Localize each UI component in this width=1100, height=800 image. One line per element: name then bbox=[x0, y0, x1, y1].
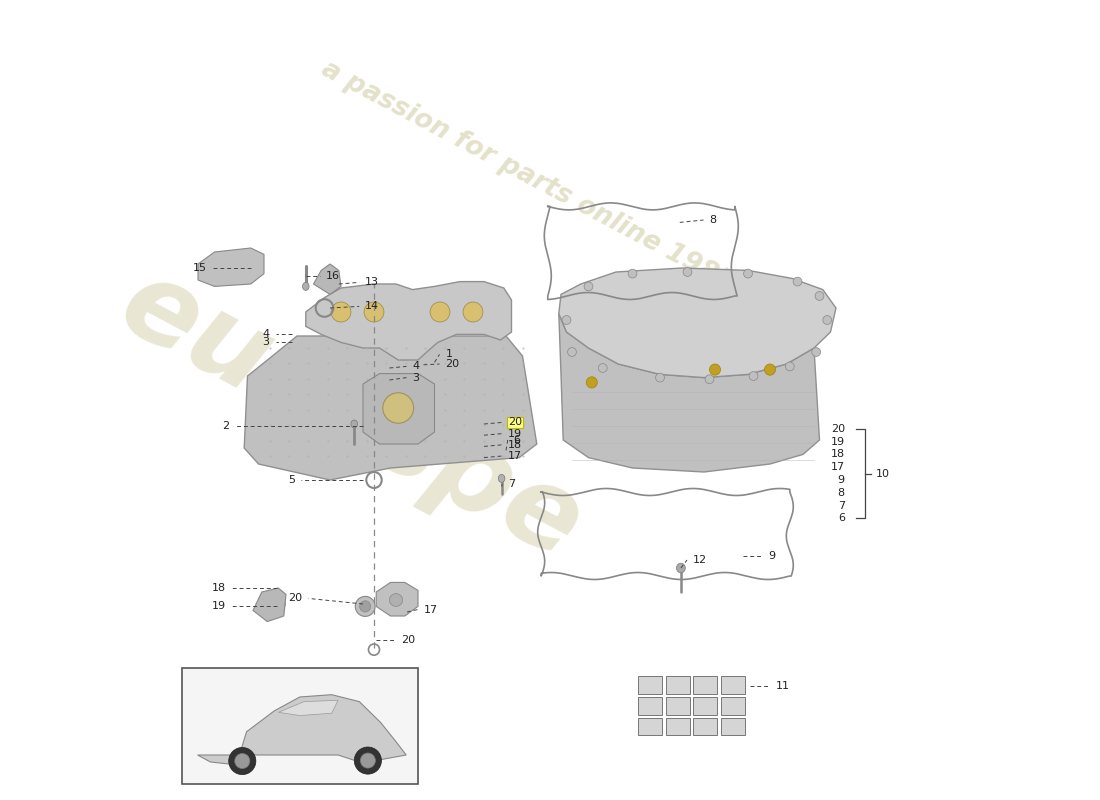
Ellipse shape bbox=[355, 596, 375, 616]
Ellipse shape bbox=[463, 302, 483, 322]
Text: 9: 9 bbox=[838, 475, 845, 485]
Text: 5: 5 bbox=[288, 475, 295, 485]
Text: 17: 17 bbox=[424, 605, 438, 614]
Text: eurospe: eurospe bbox=[103, 250, 601, 582]
Text: 9: 9 bbox=[768, 551, 774, 561]
Polygon shape bbox=[244, 336, 537, 480]
Text: 12: 12 bbox=[693, 555, 707, 565]
Polygon shape bbox=[363, 374, 434, 444]
Ellipse shape bbox=[744, 269, 752, 278]
Ellipse shape bbox=[815, 291, 824, 300]
Bar bbox=[182, 668, 418, 784]
Ellipse shape bbox=[234, 754, 250, 769]
Ellipse shape bbox=[586, 377, 597, 388]
Ellipse shape bbox=[598, 363, 607, 372]
Text: 4: 4 bbox=[263, 330, 270, 339]
Text: 19: 19 bbox=[830, 437, 845, 446]
Ellipse shape bbox=[302, 282, 309, 290]
Text: 19: 19 bbox=[508, 429, 522, 438]
Text: 8: 8 bbox=[710, 215, 716, 225]
Polygon shape bbox=[198, 694, 406, 764]
Text: 18: 18 bbox=[508, 440, 522, 450]
Text: 10: 10 bbox=[876, 469, 890, 478]
Polygon shape bbox=[278, 700, 338, 715]
Polygon shape bbox=[198, 248, 264, 286]
Ellipse shape bbox=[683, 267, 692, 276]
Text: 16: 16 bbox=[326, 271, 340, 281]
Text: 17: 17 bbox=[508, 451, 522, 461]
Ellipse shape bbox=[354, 747, 382, 774]
Text: a passion for parts online 1985: a passion for parts online 1985 bbox=[318, 56, 738, 296]
Ellipse shape bbox=[764, 364, 776, 375]
Ellipse shape bbox=[705, 374, 714, 383]
Polygon shape bbox=[306, 282, 512, 360]
Ellipse shape bbox=[498, 474, 505, 482]
Ellipse shape bbox=[656, 373, 664, 382]
Text: 2: 2 bbox=[222, 422, 229, 431]
Ellipse shape bbox=[229, 747, 256, 774]
Bar bbox=[693, 697, 717, 714]
Polygon shape bbox=[376, 582, 418, 616]
Bar bbox=[693, 718, 717, 735]
Ellipse shape bbox=[812, 347, 821, 357]
Polygon shape bbox=[559, 314, 820, 472]
Ellipse shape bbox=[749, 371, 758, 380]
Text: 19: 19 bbox=[211, 602, 226, 611]
Text: 20: 20 bbox=[288, 594, 302, 603]
Ellipse shape bbox=[628, 269, 637, 278]
Ellipse shape bbox=[331, 302, 351, 322]
Bar bbox=[666, 697, 690, 714]
Bar bbox=[666, 718, 690, 735]
Text: 20: 20 bbox=[402, 635, 416, 645]
Text: 1: 1 bbox=[446, 350, 452, 359]
Polygon shape bbox=[314, 264, 341, 294]
Bar bbox=[638, 676, 662, 694]
Bar bbox=[720, 697, 745, 714]
Text: 20: 20 bbox=[508, 418, 522, 427]
Text: 7: 7 bbox=[838, 501, 845, 510]
Ellipse shape bbox=[361, 753, 375, 768]
Text: 13: 13 bbox=[365, 278, 380, 287]
Bar bbox=[638, 697, 662, 714]
Ellipse shape bbox=[383, 393, 414, 423]
Text: 3: 3 bbox=[263, 338, 270, 347]
Ellipse shape bbox=[389, 594, 403, 606]
Text: 6: 6 bbox=[838, 514, 845, 523]
Ellipse shape bbox=[562, 315, 571, 325]
Bar bbox=[693, 676, 717, 694]
Ellipse shape bbox=[360, 601, 371, 612]
Text: 14: 14 bbox=[365, 302, 380, 311]
Ellipse shape bbox=[710, 364, 720, 375]
Bar bbox=[720, 676, 745, 694]
Ellipse shape bbox=[430, 302, 450, 322]
Text: 8: 8 bbox=[838, 488, 845, 498]
Text: 20: 20 bbox=[446, 359, 460, 369]
Text: 3: 3 bbox=[412, 373, 419, 382]
Ellipse shape bbox=[568, 347, 576, 357]
Text: 11: 11 bbox=[776, 682, 790, 691]
Text: 20: 20 bbox=[830, 424, 845, 434]
Ellipse shape bbox=[785, 362, 794, 371]
Polygon shape bbox=[253, 588, 286, 622]
Text: 17: 17 bbox=[830, 462, 845, 472]
Ellipse shape bbox=[676, 563, 685, 573]
Ellipse shape bbox=[584, 282, 593, 290]
Bar bbox=[666, 676, 690, 694]
Bar bbox=[638, 718, 662, 735]
Ellipse shape bbox=[351, 420, 358, 428]
Ellipse shape bbox=[364, 302, 384, 322]
Text: 7: 7 bbox=[508, 479, 515, 489]
Ellipse shape bbox=[823, 315, 832, 325]
Polygon shape bbox=[559, 268, 836, 378]
Text: 18: 18 bbox=[211, 583, 226, 593]
Text: 6: 6 bbox=[514, 435, 520, 445]
Bar bbox=[720, 718, 745, 735]
Text: 18: 18 bbox=[830, 450, 845, 459]
Ellipse shape bbox=[793, 277, 802, 286]
Text: 4: 4 bbox=[412, 362, 419, 371]
Text: 15: 15 bbox=[192, 263, 207, 273]
